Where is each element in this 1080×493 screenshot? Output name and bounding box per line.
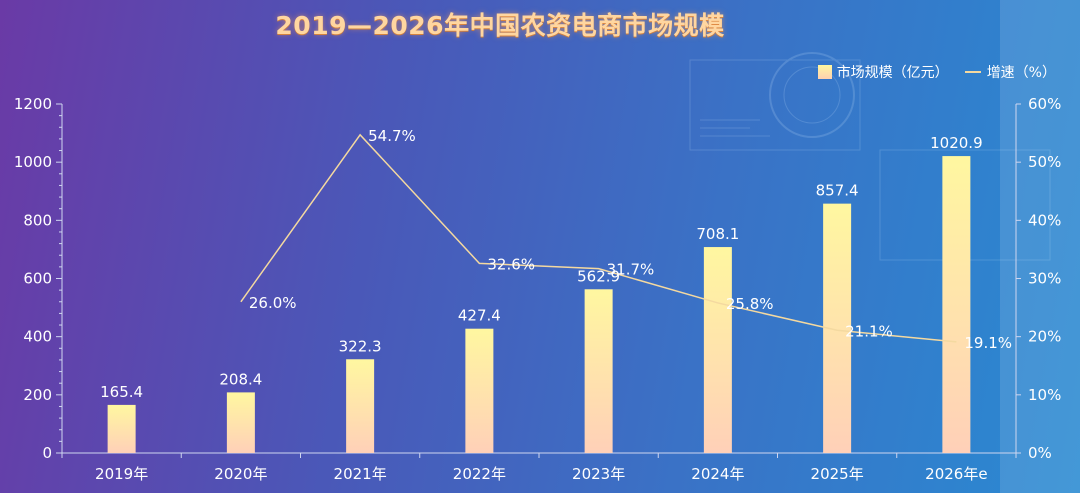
y-left-tick-label: 0 — [42, 444, 52, 462]
bar — [584, 289, 613, 453]
y-left-tick-label: 600 — [23, 270, 52, 288]
y-right-tick-label: 60% — [1028, 95, 1061, 113]
x-tick-label: 2020年 — [214, 465, 267, 483]
bar-value-label: 857.4 — [816, 182, 859, 200]
growth-value-label: 25.8% — [726, 295, 774, 313]
growth-value-label: 32.6% — [487, 255, 535, 273]
legend-bar-swatch — [817, 65, 832, 79]
bar-value-label: 208.4 — [219, 370, 262, 388]
bar-value-label: 708.1 — [696, 225, 739, 243]
x-tick-label: 2026年e — [925, 465, 987, 483]
chart-title: 2019—2026年中国农资电商市场规模 — [275, 11, 725, 40]
bar — [942, 156, 971, 453]
growth-line — [240, 133, 957, 343]
bar-value-label: 562.9 — [577, 267, 620, 285]
x-tick-label: 2022年 — [453, 465, 506, 483]
y-right-tick-label: 20% — [1028, 328, 1061, 346]
bar — [226, 392, 255, 453]
x-tick-label: 2024年 — [691, 465, 744, 483]
y-left-tick-label: 1000 — [14, 153, 52, 171]
x-tick-label: 2019年 — [95, 465, 148, 483]
y-right-tick-label: 0% — [1028, 444, 1052, 462]
y-right-tick-label: 50% — [1028, 153, 1061, 171]
growth-value-label: 19.1% — [964, 334, 1012, 352]
y-right-tick-label: 40% — [1028, 211, 1061, 229]
growth-value-label: 21.1% — [845, 322, 893, 340]
x-tick-label: 2025年 — [811, 465, 864, 483]
legend-line-swatch — [964, 71, 981, 73]
y-right-tick-label: 10% — [1028, 386, 1061, 404]
y-right-tick-label: 30% — [1028, 270, 1061, 288]
bar — [107, 404, 136, 453]
x-tick-label: 2021年 — [334, 465, 387, 483]
bar — [465, 328, 494, 453]
legend-line-label: 增速（%） — [986, 65, 1056, 81]
x-tick-label: 2023年 — [572, 465, 625, 483]
bar-value-label: 322.3 — [339, 337, 382, 355]
y-left-tick-label: 800 — [23, 211, 52, 229]
y-left-tick-label: 400 — [23, 328, 52, 346]
growth-value-label: 54.7% — [368, 127, 416, 145]
bar-value-label: 1020.9 — [930, 134, 983, 152]
legend-bar-label: 市场规模（亿元） — [836, 65, 949, 81]
legend: 市场规模（亿元） 增速（%） — [817, 62, 1056, 82]
bar-value-label: 165.4 — [100, 383, 143, 401]
bar-value-label: 427.4 — [458, 307, 501, 325]
y-left-tick-label: 200 — [23, 386, 52, 404]
y-left-tick-label: 1200 — [14, 95, 52, 113]
bar — [703, 247, 732, 453]
growth-value-label: 31.7% — [607, 261, 655, 279]
bar — [346, 359, 375, 453]
growth-value-label: 26.0% — [249, 294, 297, 312]
